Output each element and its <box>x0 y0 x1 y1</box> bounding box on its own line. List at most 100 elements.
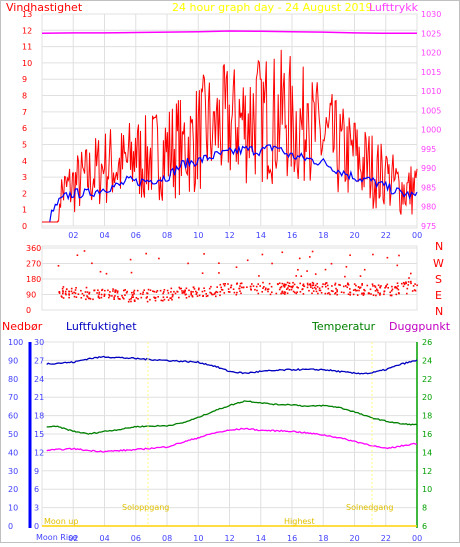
humidity-y-tick: 100 <box>8 338 23 347</box>
direction-point <box>113 296 115 299</box>
direction-point <box>84 291 87 293</box>
direction-point <box>60 295 63 297</box>
rain-y-tick: 24 <box>34 375 44 384</box>
humidity-y-tick: 70 <box>8 393 18 402</box>
direction-point <box>187 262 189 265</box>
direction-point <box>385 285 387 287</box>
direction-point <box>221 289 224 291</box>
direction-point <box>158 257 160 260</box>
direction-point <box>131 296 133 298</box>
direction-point <box>215 290 217 293</box>
direction-point <box>185 297 188 299</box>
direction-point <box>68 296 70 299</box>
direction-point <box>57 265 60 267</box>
rain-label: Nedbør <box>2 320 43 333</box>
direction-point <box>328 292 330 294</box>
direction-point <box>98 291 101 294</box>
direction-point <box>249 285 252 288</box>
direction-point <box>157 296 159 298</box>
direction-point <box>223 292 226 294</box>
direction-point <box>98 293 100 295</box>
direction-point <box>387 287 389 289</box>
direction-point <box>334 292 337 294</box>
direction-point <box>262 281 264 284</box>
direction-point <box>311 281 314 284</box>
direction-point <box>322 283 324 285</box>
direction-point <box>312 290 315 292</box>
pressure-y-tick: 1000 <box>421 126 441 135</box>
direction-point <box>379 294 381 296</box>
direction-point <box>330 290 333 292</box>
direction-point <box>386 283 389 286</box>
direction-y-axis-ticks: 0 90 180 270 360 <box>26 244 41 315</box>
direction-point <box>297 287 299 289</box>
direction-point <box>146 300 149 303</box>
direction-point <box>163 289 166 291</box>
direction-point <box>336 289 338 291</box>
direction-point <box>131 291 133 294</box>
wind-y-tick: 3 <box>22 173 27 182</box>
direction-point <box>325 282 328 284</box>
direction-point <box>303 285 306 288</box>
direction-point <box>219 291 222 293</box>
temp-y-axis-ticks: 6 8 10 12 14 16 18 20 22 24 26 <box>422 338 432 531</box>
direction-point <box>114 290 117 293</box>
direction-point <box>391 288 394 291</box>
direction-point <box>211 293 213 296</box>
direction-point <box>171 293 174 296</box>
direction-point <box>214 292 217 294</box>
rain-y-tick: 12 <box>34 448 44 457</box>
direction-point <box>240 292 242 295</box>
direction-point <box>373 285 376 287</box>
direction-point <box>87 297 90 300</box>
direction-point <box>354 288 356 291</box>
direction-point <box>334 282 337 285</box>
direction-point <box>252 285 255 287</box>
direction-point <box>85 298 87 301</box>
direction-point <box>281 251 284 254</box>
direction-point <box>326 284 329 287</box>
direction-point <box>321 285 324 288</box>
direction-point <box>133 292 135 295</box>
direction-point <box>414 289 417 292</box>
direction-point <box>91 262 93 265</box>
direction-point <box>278 288 281 291</box>
hum-x-tick: 04 <box>100 534 110 543</box>
direction-point <box>406 292 408 295</box>
wind-x-tick: 06 <box>131 231 141 240</box>
direction-point <box>123 289 125 292</box>
wind-x-tick: 00 <box>412 231 422 240</box>
direction-point <box>113 298 115 300</box>
direction-point <box>405 281 407 283</box>
direction-point <box>117 297 120 300</box>
direction-point <box>362 292 365 294</box>
moonrise-label: Moon Rise <box>36 533 77 542</box>
rain-y-tick: 15 <box>34 430 44 439</box>
direction-point <box>132 294 134 296</box>
direction-point <box>327 287 330 290</box>
highest-label: Highest <box>284 517 315 526</box>
rain-y-tick: 0 <box>34 522 39 531</box>
humidity-y-tick: 30 <box>8 467 18 476</box>
rain-y-tick: 9 <box>34 467 39 476</box>
direction-point <box>179 287 181 290</box>
direction-point <box>379 286 381 288</box>
direction-point <box>357 286 360 288</box>
pressure-y-tick: 1030 <box>421 10 441 19</box>
direction-point <box>279 286 282 289</box>
direction-point <box>309 284 312 287</box>
direction-point <box>203 287 205 289</box>
direction-point <box>137 298 139 300</box>
direction-point <box>325 285 327 288</box>
direction-point <box>239 285 241 287</box>
compass-labels: N W S E N <box>433 240 444 318</box>
direction-point <box>398 254 400 257</box>
direction-point <box>281 290 284 293</box>
direction-point <box>297 269 299 271</box>
direction-point <box>238 287 240 290</box>
direction-point <box>73 295 76 298</box>
direction-point <box>149 289 152 291</box>
pressure-y-tick: 975 <box>421 222 436 231</box>
